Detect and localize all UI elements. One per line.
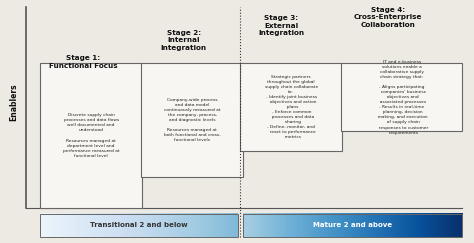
FancyBboxPatch shape: [141, 63, 243, 177]
Text: Enablers: Enablers: [9, 83, 18, 121]
Text: Mature 2 and above: Mature 2 and above: [313, 222, 392, 228]
FancyBboxPatch shape: [240, 63, 342, 151]
Text: IT and e-business
solutions enable a
collaborative supply
chain strategy that:

: IT and e-business solutions enable a col…: [375, 60, 428, 135]
Text: Stage 4:
Cross-Enterprise
Collaboration: Stage 4: Cross-Enterprise Collaboration: [354, 7, 422, 27]
Bar: [40, 214, 238, 237]
Text: Stage 1:
Functional Focus: Stage 1: Functional Focus: [49, 55, 117, 69]
Bar: [243, 214, 462, 237]
FancyBboxPatch shape: [341, 63, 462, 131]
Text: Strategic partners
throughout the global
supply chain collaborate
to:
- Identify: Strategic partners throughout the global…: [264, 75, 318, 139]
FancyBboxPatch shape: [40, 63, 142, 208]
Text: Stage 3:
External
Integration: Stage 3: External Integration: [258, 15, 305, 36]
Text: Stage 2:
Internal
Integration: Stage 2: Internal Integration: [161, 30, 207, 51]
Text: Company-wide process
and data model
continuously measured at
the company, proces: Company-wide process and data model cont…: [164, 98, 220, 142]
Text: Transitional 2 and below: Transitional 2 and below: [91, 222, 188, 228]
Text: Discrete supply chain
processes and data flows
well documented and
understood

R: Discrete supply chain processes and data…: [63, 113, 119, 158]
